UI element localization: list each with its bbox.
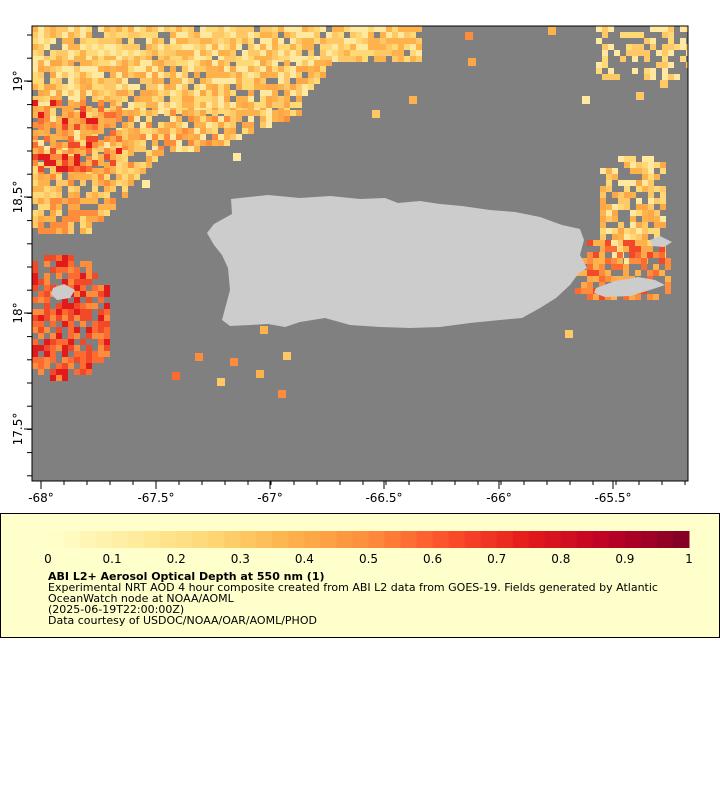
colorbar-cell <box>96 531 113 548</box>
colorbar-cell <box>656 531 674 548</box>
colorbar-cell <box>416 531 434 548</box>
vieques-land <box>594 277 665 297</box>
y-tick-label: 18.5° <box>11 181 25 214</box>
x-axis: -68° -67.5° -67° -66.5° -66° -65.5° <box>28 481 686 505</box>
colorbar-cell <box>528 531 546 548</box>
colorbar-tick-label: 0.7 <box>487 552 506 566</box>
colorbar-cell <box>336 531 353 548</box>
colorbar-cell <box>464 531 482 548</box>
colorbar: 0 0.1 0.2 0.3 0.4 0.5 0.6 0.7 0.8 0.9 1 <box>44 531 693 566</box>
colorbar-cell <box>80 531 97 548</box>
colorbar-cell <box>48 531 65 548</box>
land-layer <box>51 195 672 328</box>
colorbar-cell <box>208 531 225 548</box>
colorbar-cell <box>448 531 466 548</box>
aod-data-layer <box>32 26 688 398</box>
colorbar-cell <box>288 531 305 548</box>
legend-date: (2025-06-19T22:00:00Z) <box>48 603 185 616</box>
y-tick-label: 17.5° <box>11 413 25 446</box>
colorbar-cells <box>48 531 690 548</box>
map-frame <box>31 25 689 482</box>
mona-land <box>51 284 75 300</box>
colorbar-tick-label: 0.2 <box>167 552 186 566</box>
y-tick-label: 18° <box>11 302 25 323</box>
colorbar-cell <box>432 531 450 548</box>
colorbar-tick-labels: 0 0.1 0.2 0.3 0.4 0.5 0.6 0.7 0.8 0.9 1 <box>44 552 693 566</box>
map-plot-area[interactable] <box>32 26 692 481</box>
colorbar-cell <box>608 531 626 548</box>
colorbar-cell <box>544 531 562 548</box>
colorbar-cell <box>592 531 610 548</box>
colorbar-tick-label: 0.4 <box>295 552 314 566</box>
legend-description-line-1: Experimental NRT AOD 4 hour composite cr… <box>48 581 658 594</box>
colorbar-cell <box>176 531 193 548</box>
colorbar-cell <box>400 531 418 548</box>
colorbar-cell <box>624 531 642 548</box>
colorbar-cell <box>240 531 257 548</box>
colorbar-tick-label: 0.6 <box>423 552 442 566</box>
colorbar-cell <box>352 531 369 548</box>
colorbar-cell <box>224 531 241 548</box>
y-axis: 19° 18.5° 18° 17.5° <box>11 34 32 477</box>
colorbar-cell <box>512 531 530 548</box>
x-tick-label: -66.5° <box>365 491 402 505</box>
colorbar-tick-label: 0.3 <box>231 552 250 566</box>
caption: ABI L2+ Aerosol Optical Depth at 550 nm … <box>48 571 698 626</box>
colorbar-cell <box>368 531 386 548</box>
colorbar-tick-label: 0.5 <box>359 552 378 566</box>
legend-credit: Data courtesy of USDOC/NOAA/OAR/AOML/PHO… <box>48 614 317 627</box>
x-tick-label: -67.5° <box>137 491 174 505</box>
x-tick-label: -66° <box>486 491 512 505</box>
colorbar-cell <box>320 531 337 548</box>
colorbar-cell <box>640 531 658 548</box>
colorbar-tick-label: 0 <box>44 552 52 566</box>
colorbar-cell <box>560 531 578 548</box>
colorbar-cell <box>192 531 209 548</box>
colorbar-cell <box>112 531 129 548</box>
x-tick-label: -67° <box>257 491 283 505</box>
colorbar-cell <box>64 531 81 548</box>
puerto-rico-land <box>207 195 587 328</box>
x-tick-label: -65.5° <box>594 491 631 505</box>
colorbar-cell <box>672 531 690 548</box>
colorbar-cell <box>272 531 289 548</box>
colorbar-cell <box>384 531 402 548</box>
colorbar-tick-label: 0.9 <box>615 552 634 566</box>
x-tick-label: -68° <box>28 491 54 505</box>
map-figure: -68° -67.5° -67° -66.5° -66° -65.5° 19°18.5°1… <box>11 25 692 505</box>
colorbar-cell <box>496 531 514 548</box>
colorbar-cell <box>480 531 498 548</box>
colorbar-cell <box>144 531 161 548</box>
colorbar-tick-label: 0.1 <box>103 552 122 566</box>
legend-title: ABI L2+ Aerosol Optical Depth at 550 nm … <box>48 570 325 583</box>
colorbar-tick-label: 0.8 <box>551 552 570 566</box>
legend-panel: 0 0.1 0.2 0.3 0.4 0.5 0.6 0.7 0.8 0.9 1 ABI L2+ Ae… <box>0 513 720 638</box>
colorbar-cell <box>160 531 177 548</box>
culebra-land <box>650 236 672 247</box>
colorbar-cell <box>304 531 321 548</box>
colorbar-cell <box>128 531 145 548</box>
colorbar-cell <box>576 531 594 548</box>
colorbar-tick-label: 1 <box>685 552 693 566</box>
legend-description-line-2: OceanWatch node at NOAA/AOML <box>48 592 234 605</box>
colorbar-cell <box>256 531 273 548</box>
y-tick-label: 19° <box>11 70 25 91</box>
